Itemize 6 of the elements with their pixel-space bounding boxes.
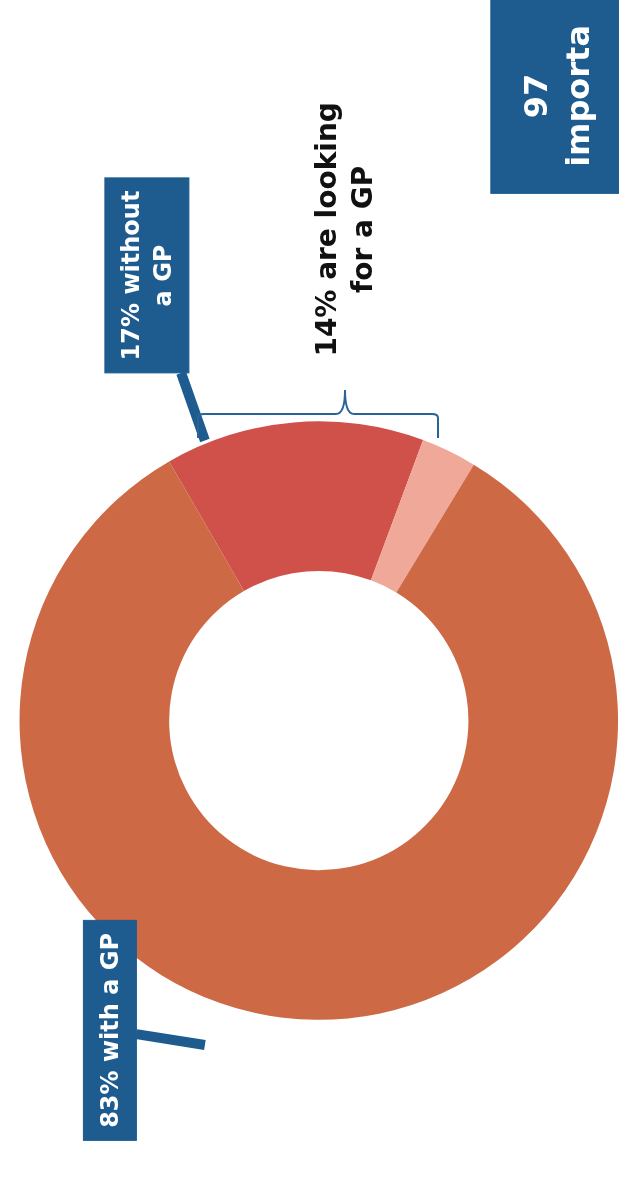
text: 14% are looking for a GP [309, 102, 380, 357]
donut-slice [169, 421, 424, 592]
text: 83% with a GP [95, 932, 124, 1128]
donut-slice [370, 440, 474, 593]
text: 17% without a GP [117, 190, 177, 361]
text: 97 importa [517, 24, 597, 167]
